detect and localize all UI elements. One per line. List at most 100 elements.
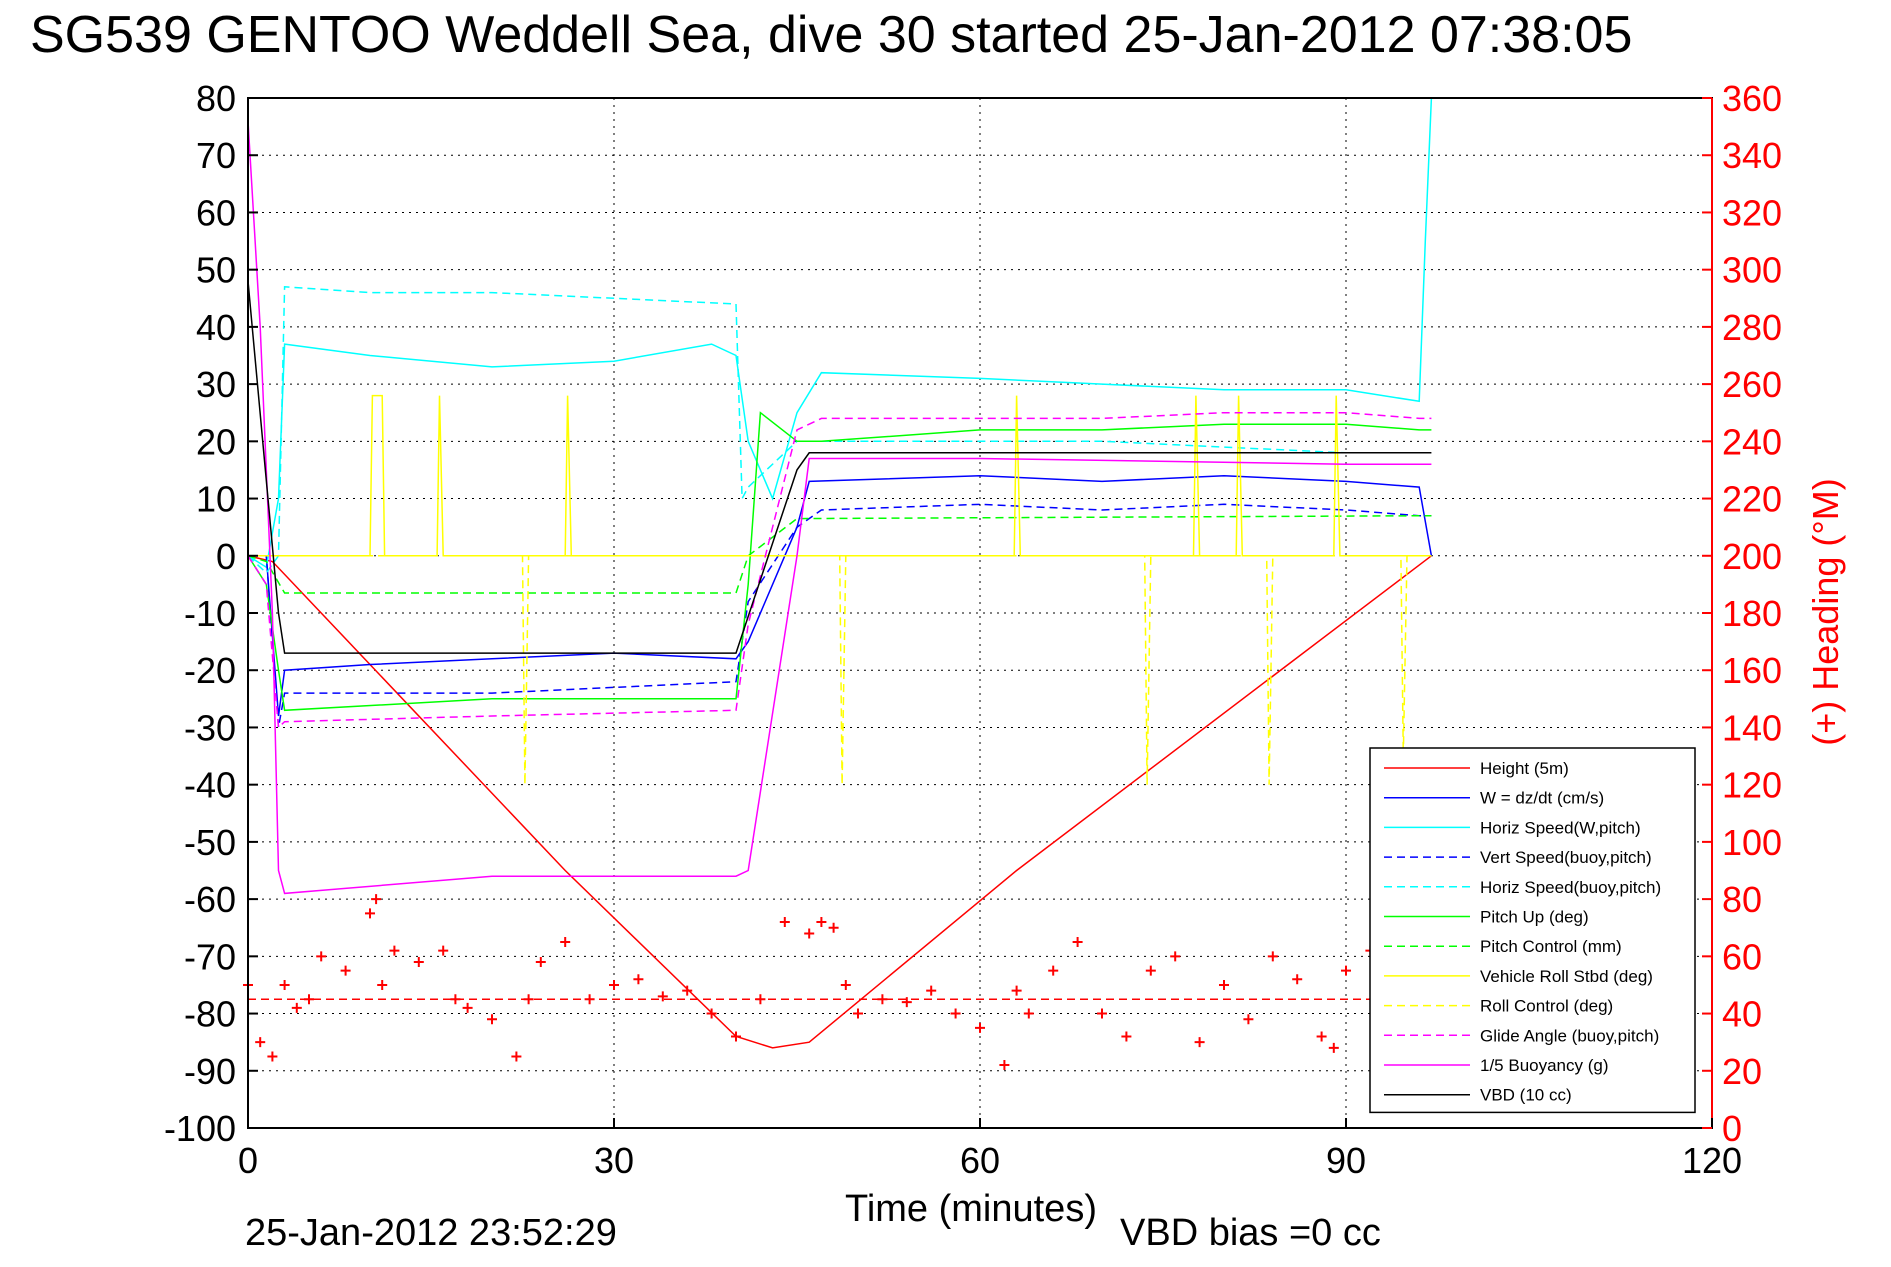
heading-point bbox=[377, 979, 388, 990]
chart-title: SG539 GENTOO Weddell Sea, dive 30 starte… bbox=[30, 6, 1632, 64]
y2-tick-label: 20 bbox=[1722, 1051, 1762, 1092]
y2-tick-label: 200 bbox=[1722, 536, 1782, 577]
legend-label: Pitch Up (deg) bbox=[1480, 908, 1589, 927]
y-tick-label: -40 bbox=[184, 765, 236, 806]
legend-label: Roll Control (deg) bbox=[1480, 997, 1613, 1016]
series-line bbox=[247, 97, 1433, 569]
heading-point bbox=[462, 1002, 473, 1013]
heading-point bbox=[1072, 937, 1083, 948]
y-tick-label: 70 bbox=[196, 135, 236, 176]
heading-point bbox=[340, 965, 351, 976]
heading-point bbox=[840, 979, 851, 990]
heading-point bbox=[1341, 965, 1351, 976]
y2-tick-label: 360 bbox=[1722, 78, 1782, 119]
y2-tick-label: 320 bbox=[1722, 192, 1782, 233]
x-axis-label: Time (minutes) bbox=[845, 1188, 1097, 1230]
heading-point bbox=[1316, 1031, 1327, 1042]
y2-tick-label: 60 bbox=[1722, 936, 1762, 977]
y-tick-label: -20 bbox=[184, 650, 236, 691]
legend-label: 1/5 Buoyancy (g) bbox=[1480, 1056, 1609, 1075]
heading-point bbox=[1243, 1014, 1254, 1025]
y-tick-label: -10 bbox=[184, 593, 236, 634]
heading-point bbox=[511, 1051, 522, 1062]
y2-tick-label: 300 bbox=[1722, 250, 1782, 291]
vbd-bias-label: VBD bias =0 cc bbox=[1120, 1212, 1381, 1254]
x-tick-label: 30 bbox=[594, 1140, 634, 1181]
heading-point bbox=[877, 994, 888, 1005]
legend-label: Horiz Speed(W,pitch) bbox=[1480, 818, 1641, 837]
axes: 0 30 60 90 12080706050403020100-10-20-30-40-… bbox=[164, 78, 1782, 1181]
heading-point bbox=[279, 979, 290, 990]
footer-timestamp: 25-Jan-2012 23:52:29 bbox=[245, 1212, 617, 1254]
heading-point bbox=[1219, 979, 1229, 990]
heading-point bbox=[1121, 1031, 1132, 1042]
heading-point bbox=[706, 1008, 717, 1019]
heading-point bbox=[804, 928, 815, 939]
heading-point bbox=[731, 1031, 741, 1042]
heading-point bbox=[523, 994, 534, 1005]
series-line bbox=[247, 120, 1432, 895]
y2-tick-label: 80 bbox=[1722, 879, 1762, 920]
y2-tick-label: 340 bbox=[1722, 135, 1782, 176]
y2-tick-label: 240 bbox=[1722, 421, 1782, 462]
heading-point bbox=[1097, 1008, 1107, 1019]
series-line bbox=[248, 474, 1433, 717]
heading-point bbox=[365, 908, 375, 919]
heading-point bbox=[413, 957, 424, 968]
y-tick-label: -30 bbox=[184, 707, 236, 748]
y2-tick-label: 160 bbox=[1722, 650, 1782, 691]
y-tick-label: 30 bbox=[196, 364, 236, 405]
heading-point bbox=[255, 1037, 266, 1048]
series-line bbox=[247, 285, 1432, 575]
series-line bbox=[247, 281, 1432, 654]
heading-point bbox=[816, 917, 827, 927]
y-tick-label: 60 bbox=[196, 192, 236, 233]
heading-point bbox=[1011, 985, 1022, 996]
series-line bbox=[248, 503, 1432, 728]
y2-tick-label: 260 bbox=[1722, 364, 1782, 405]
heading-markers bbox=[243, 894, 1432, 1071]
heading-point bbox=[450, 994, 461, 1005]
legend-label: Vert Speed(buoy,pitch) bbox=[1480, 848, 1652, 867]
heading-point bbox=[828, 922, 839, 933]
series-lines bbox=[247, 97, 1433, 1049]
y-tick-label: 40 bbox=[196, 307, 236, 348]
legend-label: Pitch Control (mm) bbox=[1480, 937, 1622, 956]
legend-label: VBD (10 cc) bbox=[1480, 1086, 1572, 1105]
y-tick-label: -70 bbox=[184, 936, 236, 977]
y2-tick-label: 40 bbox=[1722, 994, 1762, 1035]
heading-point bbox=[1194, 1037, 1205, 1048]
heading-point bbox=[304, 994, 314, 1005]
y-tick-label: 10 bbox=[196, 479, 236, 520]
legend-label: Height (5m) bbox=[1480, 759, 1569, 778]
y2-tick-label: 140 bbox=[1722, 707, 1782, 748]
heading-point bbox=[950, 1008, 961, 1019]
heading-point bbox=[755, 994, 766, 1005]
legend: Height (5m) W = dz/dt (cm/s) Horiz Speed(W… bbox=[1369, 747, 1696, 1114]
y-tick-label: -80 bbox=[184, 994, 236, 1035]
heading-point bbox=[999, 1060, 1010, 1071]
legend-label: Vehicle Roll Stbd (deg) bbox=[1480, 967, 1653, 986]
heading-point bbox=[609, 979, 619, 990]
right-axis-label: (+) Heading (°M) bbox=[1805, 478, 1846, 745]
y2-tick-label: 280 bbox=[1722, 307, 1782, 348]
heading-point bbox=[560, 937, 571, 948]
heading-point bbox=[438, 945, 449, 956]
heading-point bbox=[535, 957, 546, 968]
heading-point bbox=[584, 994, 595, 1005]
heading-point bbox=[901, 997, 912, 1008]
y-tick-label: -90 bbox=[184, 1051, 236, 1092]
y-tick-label: -50 bbox=[184, 822, 236, 863]
heading-point bbox=[975, 1022, 985, 1033]
x-tick-label: 0 bbox=[238, 1140, 258, 1181]
heading-point bbox=[1023, 1008, 1034, 1019]
y-tick-label: 0 bbox=[216, 536, 236, 577]
heading-point bbox=[1328, 1042, 1339, 1053]
series-line bbox=[247, 514, 1432, 594]
legend-box bbox=[1369, 747, 1696, 1114]
y-tick-label: -100 bbox=[164, 1108, 236, 1149]
y-tick-label: 20 bbox=[196, 421, 236, 462]
heading-point bbox=[267, 1051, 278, 1062]
legend-label: Horiz Speed(buoy,pitch) bbox=[1480, 878, 1661, 897]
